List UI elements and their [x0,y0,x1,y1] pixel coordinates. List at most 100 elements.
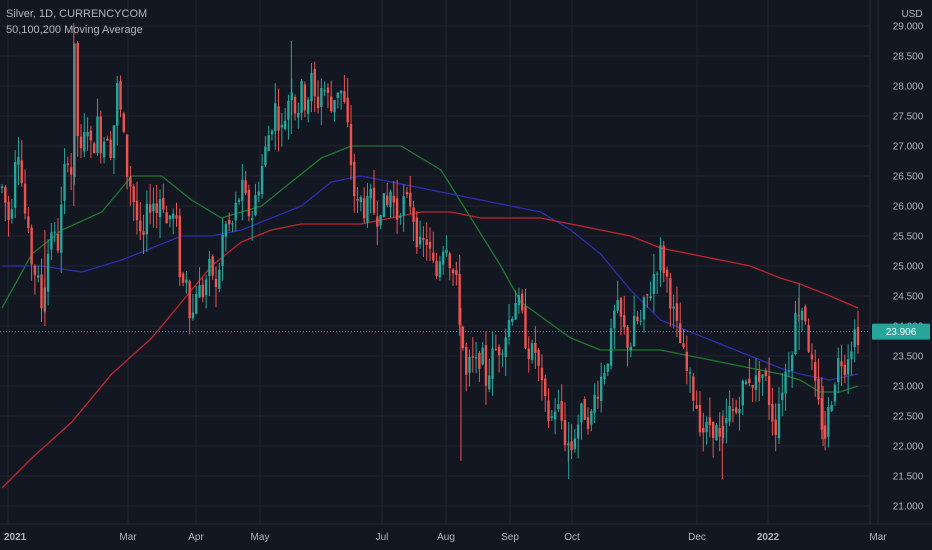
candle-body [830,404,833,411]
time-tick-label: Jul [376,532,389,543]
candle-body [800,310,804,320]
candle-body [122,113,126,132]
candle-body [234,202,237,221]
price-tick-label: 24.500 [893,292,924,303]
candle-body [642,297,646,320]
candle-body [474,357,478,359]
candle-body [639,320,642,322]
candle-body [807,324,810,352]
candle-body [264,146,267,166]
symbol-title[interactable]: Silver, 1D, CURRENCYCOM [6,8,148,20]
candle-body [158,199,162,218]
candle-body [405,191,409,195]
candle-body [386,195,389,205]
candle-body [287,100,290,120]
candle-body [60,204,63,253]
candle-body [520,293,524,311]
price-tick-label: 23.500 [893,352,924,363]
candle-body [257,191,261,196]
candle-body [267,135,270,151]
candle-body [705,421,708,433]
candle-body [850,351,853,360]
candle-body [339,90,343,94]
candle-body [76,42,79,137]
candle-body [362,198,366,219]
candle-body [409,192,412,207]
candle-body [379,215,382,226]
candle-body [517,295,521,306]
candle-body [774,419,777,435]
candle-body [231,223,234,225]
candle-body [600,376,603,402]
candle-body [330,96,333,112]
candle-body [672,306,675,309]
price-axis[interactable]: 21.00021.50022.00022.50023.00023.50024.0… [893,22,924,513]
candle-body [323,90,326,92]
candle-body [734,407,738,413]
candle-body [251,218,254,221]
candle-body [116,83,119,126]
indicator-title[interactable]: 50,100,200 Moving Average [6,24,143,36]
candle-body [761,374,764,378]
price-tick-label: 29.000 [893,22,924,33]
candle-body [563,420,567,446]
candle-body [698,405,702,433]
candle-body [590,410,593,425]
candle-body [244,180,247,194]
candle-body [632,315,636,347]
candle-body [853,329,856,348]
candle-body [741,380,744,406]
candle-body [751,384,754,388]
candle-body [534,342,537,353]
time-tick-label: Apr [188,532,204,543]
candle-body [764,370,768,377]
candle-body [711,422,715,439]
candle-body [445,249,448,254]
candle-body [211,256,214,276]
candle-body [109,139,112,158]
candle-body [576,424,580,439]
candle-body [629,346,633,351]
candle-body [497,346,501,356]
candle-body [152,203,155,212]
candle-body [616,300,619,311]
candle-body [181,273,185,283]
candle-body [148,204,152,213]
price-tick-label: 23.000 [893,382,924,393]
candle-body [623,315,626,328]
candle-body [728,405,731,422]
candle-body [260,166,264,195]
time-tick-label: Aug [437,532,455,543]
time-tick-label: Mar [869,532,887,543]
candle-body [86,132,89,137]
price-tick-label: 21.500 [893,472,924,483]
candle-body [441,251,445,265]
candle-body [547,400,550,421]
candle-body [468,356,471,373]
candle-body [165,212,168,224]
candle-body [214,278,218,287]
candle-body [283,120,287,130]
candle-body [208,258,211,277]
candle-body [353,161,356,197]
candle-body [4,186,7,203]
candle-body [412,207,415,222]
candle-body [241,179,244,201]
candle-body [586,417,590,429]
candle-body [201,284,205,298]
candle-body [79,136,83,149]
candle-body [652,273,656,294]
candle-body [300,80,303,113]
candle-body [731,409,735,411]
candle-body [10,209,14,219]
candle-body [376,216,379,227]
time-axis[interactable]: 2021 Mar Apr May Jul Aug Sep Oct Dec 2022 Mar [4,532,887,543]
candle-body [155,203,158,214]
candle-body [856,326,860,346]
candle-body [767,375,771,406]
candle-body [428,241,432,249]
candle-body [389,191,392,208]
candle-body [204,279,208,296]
